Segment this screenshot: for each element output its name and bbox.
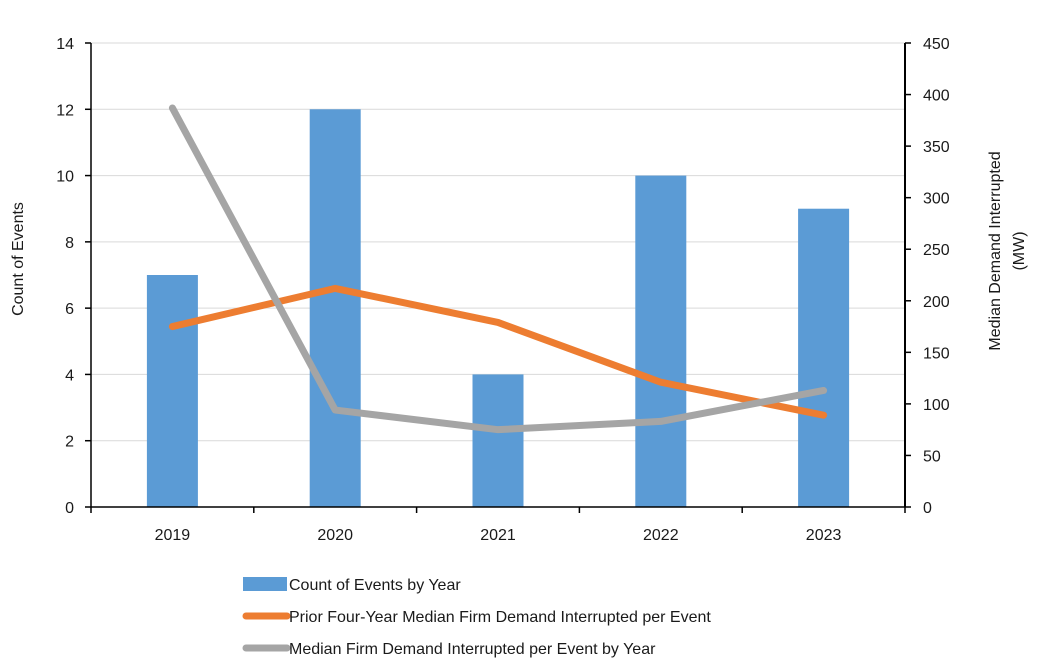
right-axis-title-line-2: (MW)	[1011, 231, 1028, 270]
bar	[146, 275, 198, 507]
x-tick-label: 2020	[317, 527, 353, 544]
legend-label: Prior Four-Year Median Firm Demand Inter…	[289, 609, 711, 626]
legend-label: Count of Events by Year	[289, 577, 461, 594]
right-tick-label: 350	[923, 139, 950, 156]
legend-swatch	[243, 577, 287, 591]
x-tick-label: 2019	[155, 527, 191, 544]
left-tick-label: 12	[56, 102, 74, 119]
right-tick-label: 50	[923, 448, 941, 465]
left-tick-label: 10	[56, 169, 74, 186]
left-tick-label: 6	[65, 301, 74, 318]
right-tick-label: 400	[923, 88, 950, 105]
right-tick-label: 250	[923, 242, 950, 259]
bar	[472, 374, 524, 507]
left-tick-label: 8	[65, 235, 74, 252]
series-line	[168, 104, 828, 434]
x-tick-label: 2023	[806, 527, 842, 544]
axes	[90, 43, 906, 508]
left-axis-title: Count of Events	[10, 202, 27, 316]
line-series	[168, 104, 828, 434]
right-tick-label: 450	[923, 36, 950, 53]
series-line	[168, 284, 828, 419]
left-tick-label: 0	[65, 500, 74, 517]
right-tick-label: 300	[923, 191, 950, 208]
legend: Count of Events by Year Prior Four-Year M…	[242, 577, 711, 658]
x-axis-ticks: 2019 2020 2021 2022 2023	[90, 507, 906, 544]
left-tick-label: 4	[65, 367, 74, 384]
right-axis-ticks: 0 50 100 150 200 250 300 350 400 450	[905, 36, 950, 517]
right-tick-label: 150	[923, 345, 950, 362]
right-tick-label: 100	[923, 397, 950, 414]
right-tick-label: 200	[923, 294, 950, 311]
legend-label: Median Firm Demand Interrupted per Event…	[289, 641, 656, 658]
x-tick-label: 2022	[643, 527, 679, 544]
bar	[635, 175, 687, 508]
bar	[798, 208, 850, 507]
right-axis-title-line-1: Median Demand Interrupted	[987, 151, 1004, 350]
gridlines	[91, 42, 905, 442]
left-tick-label: 14	[56, 36, 74, 53]
left-axis-ticks: 0 2 4 6 8 10 12 14	[56, 36, 91, 517]
right-tick-label: 0	[923, 500, 932, 517]
x-tick-label: 2021	[480, 527, 516, 544]
bar	[309, 109, 361, 508]
left-tick-label: 2	[65, 434, 74, 451]
bar-series	[146, 109, 850, 508]
